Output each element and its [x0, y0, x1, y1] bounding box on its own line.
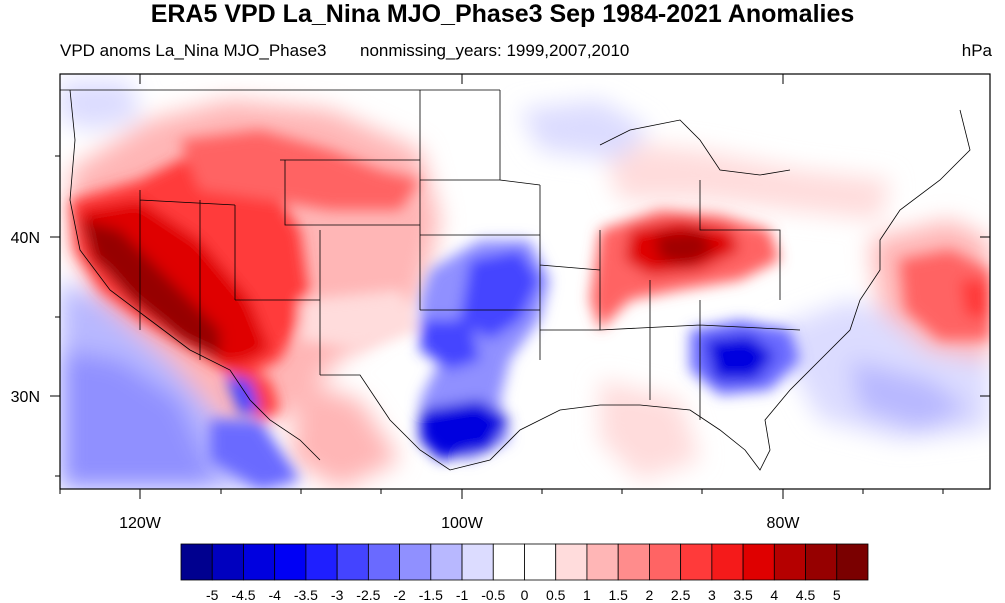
colorbar-label: -1.5: [419, 587, 443, 603]
colorbar-swatch: [711, 543, 744, 581]
colorbar-label: -2: [393, 587, 406, 603]
colorbar-label: 0: [521, 587, 529, 603]
colorbar-swatch: [430, 543, 463, 581]
colorbar-swatch: [461, 543, 494, 581]
colorbar-swatch: [367, 543, 400, 581]
colorbar-label: 5: [833, 587, 841, 603]
colorbar-swatch: [274, 543, 307, 581]
colorbar-label: 3.5: [733, 587, 753, 603]
subtitle-left: VPD anoms La_Nina MJO_Phase3: [60, 41, 327, 60]
colorbar-label: 2.5: [671, 587, 691, 603]
colorbar-label: -2.5: [356, 587, 380, 603]
x-tick-label: 80W: [767, 515, 801, 532]
colorbar: -5 -4.5 -4 -3.5 -3 -2.5 -2 -1.5 -1 -0.5 0 0.5 1 1.5 2 2…: [180, 543, 869, 603]
colorbar-swatch: [680, 543, 713, 581]
pacific-coastline: [69, 89, 321, 461]
colorbar-swatch: [555, 543, 588, 581]
us-coastline: [320, 109, 971, 471]
y-tick-label: 30N: [11, 389, 40, 406]
subtitle-units: hPa: [961, 41, 992, 60]
great-lakes: [599, 119, 791, 176]
subtitle-center: nonmissing_years: 1999,2007,2010: [360, 41, 630, 60]
colorbar-swatch: [492, 543, 525, 581]
colorbar-label: 1.5: [608, 587, 628, 603]
colorbar-label: -1: [456, 587, 469, 603]
state-lines: [139, 90, 601, 375]
colorbar-swatch: [773, 543, 806, 581]
colorbar-swatch: [305, 543, 338, 581]
colorbar-swatch: [399, 543, 432, 581]
colorbar-label: 1: [583, 587, 591, 603]
colorbar-swatch: [243, 543, 276, 581]
colorbar-swatch: [336, 543, 369, 581]
colorbar-swatch: [649, 543, 682, 581]
colorbar-swatch: [836, 543, 869, 581]
colorbar-swatch: [180, 543, 213, 581]
colorbar-label: 3: [708, 587, 716, 603]
colorbar-label: -5: [206, 587, 219, 603]
anomaly-field: [60, 74, 990, 489]
plot-frame: [59, 73, 991, 490]
x-tick-label: 120W: [119, 515, 162, 532]
colorbar-label: -0.5: [481, 587, 505, 603]
axis-ticks: [50, 74, 990, 499]
colorbar-label: 0.5: [546, 587, 566, 603]
colorbar-label: 4: [770, 587, 778, 603]
colorbar-swatch: [742, 543, 775, 581]
x-tick-label: 100W: [441, 515, 484, 532]
colorbar-label: 4.5: [796, 587, 816, 603]
colorbar-label: -3: [331, 587, 344, 603]
colorbar-swatch: [805, 543, 838, 581]
colorbar-swatch: [211, 543, 244, 581]
state-lines-east: [540, 180, 801, 420]
colorbar-label: -4: [268, 587, 281, 603]
boundary-lines: [60, 89, 971, 471]
colorbar-swatch: [524, 543, 557, 581]
y-tick-label: 40N: [11, 230, 40, 247]
map-title: ERA5 VPD La_Nina MJO_Phase3 Sep 1984-202…: [150, 0, 855, 28]
colorbar-label: 2: [646, 587, 654, 603]
colorbar-label: -4.5: [231, 587, 255, 603]
colorbar-swatch: [586, 543, 619, 581]
colorbar-swatch: [617, 543, 650, 581]
colorbar-label: -3.5: [294, 587, 318, 603]
